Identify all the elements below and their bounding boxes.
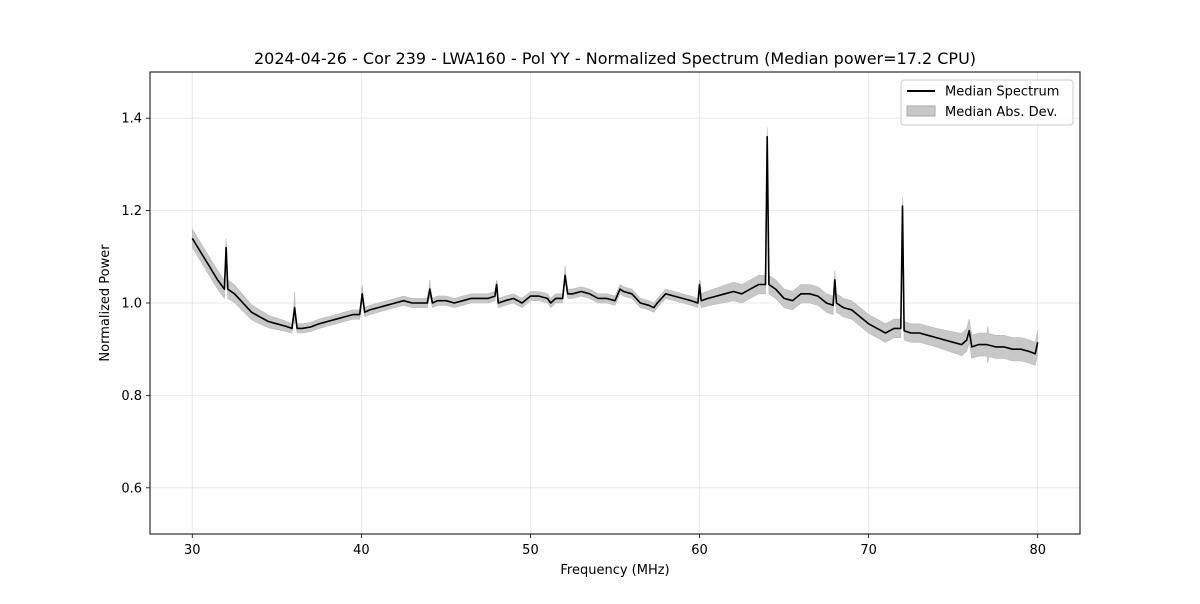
y-tick-label: 0.6: [121, 481, 142, 496]
legend-label-median-spectrum: Median Spectrum: [945, 85, 1059, 100]
chart-title: 2024-04-26 - Cor 239 - LWA160 - Pol YY -…: [254, 49, 976, 68]
legend-swatch-median-abs-dev: [906, 105, 936, 117]
y-tick-label: 1.0: [121, 297, 142, 312]
legend-box: [900, 79, 1074, 126]
y-axis-label: Normalized Power: [98, 244, 113, 362]
y-tick-label: 1.4: [121, 112, 142, 127]
legend: Median Spectrum Median Abs. Dev.: [900, 79, 1074, 126]
median-line-layer: [191, 135, 1039, 355]
mad-band-layer: [192, 127, 1038, 366]
x-axis-label: Frequency (MHz): [560, 563, 669, 578]
legend-label-median-abs-dev: Median Abs. Dev.: [945, 105, 1057, 120]
y-tick-label: 1.2: [121, 204, 142, 219]
x-tick-label: 40: [353, 543, 370, 558]
ticks: 30 40 50 60 70 80 0.6 0.8 1.0 1.2 1.4: [121, 112, 1046, 558]
x-tick-label: 50: [522, 543, 539, 558]
x-tick-label: 30: [184, 543, 201, 558]
median-spectrum-line: [191, 135, 1039, 355]
x-tick-label: 60: [691, 543, 708, 558]
y-tick-label: 0.8: [121, 389, 142, 404]
mad-band: [192, 127, 1038, 366]
x-tick-label: 80: [1029, 543, 1046, 558]
x-tick-label: 70: [860, 543, 877, 558]
